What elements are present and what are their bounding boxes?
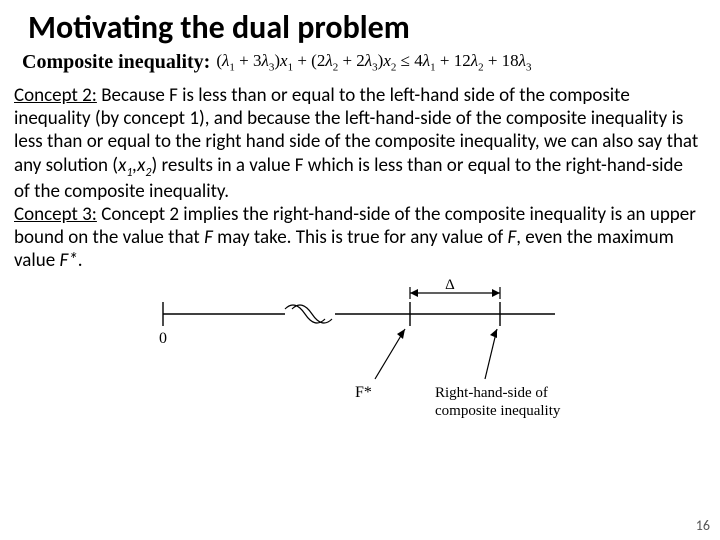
page-title: Motivating the dual problem — [0, 0, 720, 47]
concept3-f1: F — [204, 226, 213, 249]
page-number: 16 — [696, 517, 710, 534]
body-text: Concept 2: Because F is less than or equ… — [0, 74, 720, 273]
rhs-label-line2: composite inequality — [435, 403, 561, 419]
subtitle-label: Composite inequality: — [22, 51, 210, 74]
fstar-label: F* — [355, 384, 372, 401]
concept2-label: Concept 2: — [14, 84, 97, 107]
composite-inequality-formula: (λ1 + 3λ3)x1 + (2λ2 + 2λ3)x2 ≤ 4λ1 + 12λ… — [216, 51, 531, 73]
subtitle-row: Composite inequality: (λ1 + 3λ3)x1 + (2λ… — [0, 47, 720, 74]
delta-label: Δ — [445, 279, 455, 293]
concept3-f2: F — [507, 226, 516, 249]
concept3-text-b: may take. This is true for any value of — [213, 226, 508, 249]
concept3-fstar: F* — [60, 249, 78, 272]
diagram-container: 0 Δ F* Right-hand-side of composite ineq… — [0, 273, 720, 424]
concept3-label: Concept 3: — [14, 203, 97, 226]
concept2-vars: x1,x2 — [118, 154, 151, 177]
rhs-label-line1: Right-hand-side of — [435, 385, 548, 401]
concept3-text-d: . — [78, 249, 83, 272]
zero-label: 0 — [159, 330, 167, 347]
number-line-diagram: 0 Δ F* Right-hand-side of composite ineq… — [145, 279, 575, 424]
